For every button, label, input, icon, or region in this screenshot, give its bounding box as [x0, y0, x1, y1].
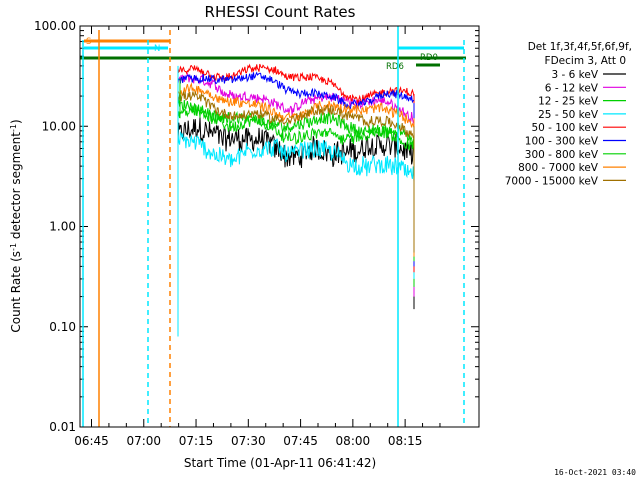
y-axis-label-sup: -1: [9, 243, 18, 251]
series-line: [177, 91, 415, 139]
x-tick-label: 07:45: [283, 434, 318, 448]
series-line: [177, 63, 415, 105]
annotation-label: RD0: [420, 53, 438, 63]
annotation-label: S: [86, 37, 91, 47]
legend-header-line-1: Det 1f,3f,4f,5f,6f,9f,: [528, 41, 632, 53]
y-tick-label: 100.00: [34, 19, 76, 33]
count-rate-series: [177, 63, 415, 337]
y-axis-label: Count Rate (s-1 detector segment-1): [9, 119, 24, 332]
series-line: [177, 99, 415, 152]
series-line: [177, 82, 415, 128]
legend-label: 3 - 6 keV: [551, 69, 598, 81]
annotation-label: N: [154, 44, 160, 54]
y-axis-label-main: Count Rate (s: [9, 251, 23, 333]
attenuator-bars: S N RD6 RD0: [80, 37, 466, 72]
series-line: [177, 117, 415, 169]
legend-label: 6 - 12 keV: [545, 82, 599, 94]
x-tick-label: 07:00: [126, 434, 161, 448]
plot-frame: [79, 25, 480, 428]
legend-label: 300 - 800 keV: [525, 149, 599, 161]
state-markers: [82, 26, 465, 427]
legend-label: 100 - 300 keV: [525, 136, 599, 148]
y-axis-label-sup2: -1: [9, 124, 18, 132]
y-axis-label-end: ): [9, 119, 23, 124]
x-tick-label: 07:30: [231, 434, 266, 448]
x-tick-label: 08:00: [336, 434, 371, 448]
chart-title: RHESSI Count Rates: [205, 3, 356, 21]
y-tick-labels: 0.01 0.10 1.00 10.00 100.00: [34, 19, 76, 434]
annotation-label: RD6: [386, 62, 404, 72]
x-tick-labels: 06:45 07:00 07:15 07:30 07:45 08:00 08:15: [74, 434, 422, 448]
y-tick-label: 1.00: [49, 220, 76, 234]
y-tick-label: 0.01: [49, 420, 76, 434]
x-axis-label: Start Time (01-Apr-11 06:41:42): [184, 456, 376, 470]
legend-label: 12 - 25 keV: [538, 96, 599, 108]
series-line: [177, 130, 415, 182]
axis-ticks: [80, 25, 479, 428]
series-line: [177, 71, 415, 110]
x-tick-label: 07:15: [179, 434, 214, 448]
legend-label: 50 - 100 keV: [531, 122, 598, 134]
legend-label: 7000 - 15000 keV: [505, 175, 599, 187]
series-line: [177, 72, 415, 125]
y-tick-label: 0.10: [49, 320, 76, 334]
legend-header-line-2: FDecim 3, Att 0: [545, 55, 626, 67]
series-line: [177, 104, 415, 145]
x-tick-label: 08:15: [388, 434, 423, 448]
date-stamp: 16-Oct-2021 03:40: [554, 468, 636, 477]
legend-label: 800 - 7000 keV: [518, 162, 599, 174]
legend: Det 1f,3f,4f,5f,6f,9f, FDecim 3, Att 0 3…: [505, 41, 632, 187]
x-tick-label: 06:45: [74, 434, 109, 448]
y-tick-label: 10.00: [42, 119, 76, 133]
y-axis-label-rest: detector segment: [9, 132, 23, 243]
legend-label: 25 - 50 keV: [538, 109, 599, 121]
